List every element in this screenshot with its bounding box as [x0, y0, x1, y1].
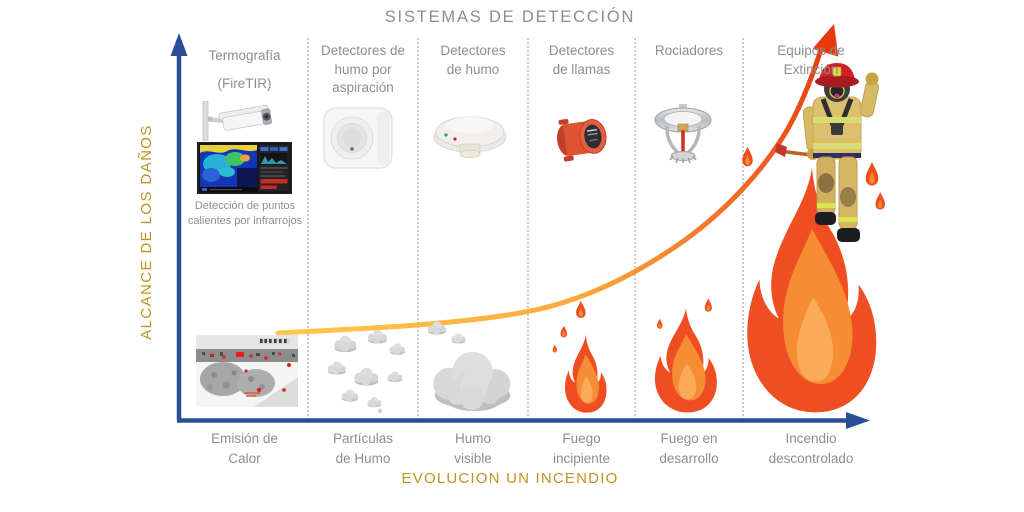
x-axis-label: EVOLUCION UN INCENDIO	[401, 470, 619, 487]
axe-head	[775, 143, 787, 157]
x-axis-line	[177, 412, 870, 429]
thermal-camera-image	[202, 101, 272, 141]
medium-fire-image	[654, 298, 717, 413]
hot-spot-markers	[210, 352, 291, 393]
flame-detector-image	[556, 118, 607, 162]
column-separator	[307, 38, 309, 420]
stage-label-fuego-incipiente: Fuego incipiente	[552, 431, 611, 467]
stage-label-humo-visible: Humo visible	[454, 431, 492, 467]
smoke-cloud-image	[427, 321, 511, 411]
column-separator	[742, 38, 744, 420]
thermal-software-screenshot	[197, 142, 292, 194]
column-header-detectores-llamas: Detectores de llamas	[548, 43, 615, 77]
column-header-detectores-humo: Detectores de humo	[440, 43, 506, 77]
small-fire-image	[552, 300, 607, 413]
x-axis-arrow-icon	[846, 412, 870, 429]
stage-label-emision-calor: Emisión de Calor	[211, 431, 278, 467]
stage-label-particulas-humo: Partículas de Humo	[332, 431, 394, 467]
stage-label-fuego-desarrollo: Fuego en desarrollo	[659, 431, 719, 467]
fire-sprinkler-image	[654, 104, 712, 164]
smoke-detector-image	[433, 116, 507, 159]
curve-arrowhead-icon	[812, 24, 839, 57]
column-header-aspiracion: Detectores de humo por aspiración	[320, 43, 406, 96]
column-separator	[527, 38, 529, 420]
column-header-rociadores: Rociadores	[654, 43, 724, 58]
diagram-title: SISTEMAS DE DETECCIÓN	[384, 8, 636, 26]
y-axis-arrow-icon	[170, 33, 188, 56]
column-header-equipos-extincion: Equipos de Extinción	[777, 43, 845, 77]
y-axis-label: ALCANCE DE LOS DAÑOS	[138, 124, 155, 340]
firefighter-image	[775, 63, 879, 242]
stage-label-incendio-descontrolado: Incendio descontrolado	[768, 431, 854, 467]
column-separator	[417, 38, 419, 420]
column-separator	[634, 38, 636, 420]
y-axis-line	[170, 33, 188, 420]
thermal-crowd-image	[196, 335, 298, 407]
smoke-particles-image	[327, 329, 406, 414]
column-header-termografia: Termografía (FireTIR)	[208, 48, 281, 91]
growth-curve-arrow	[275, 24, 839, 336]
aspirating-smoke-detector-image	[323, 107, 393, 169]
thermal-caption: Detección de puntos calientes por infrar…	[187, 200, 303, 227]
